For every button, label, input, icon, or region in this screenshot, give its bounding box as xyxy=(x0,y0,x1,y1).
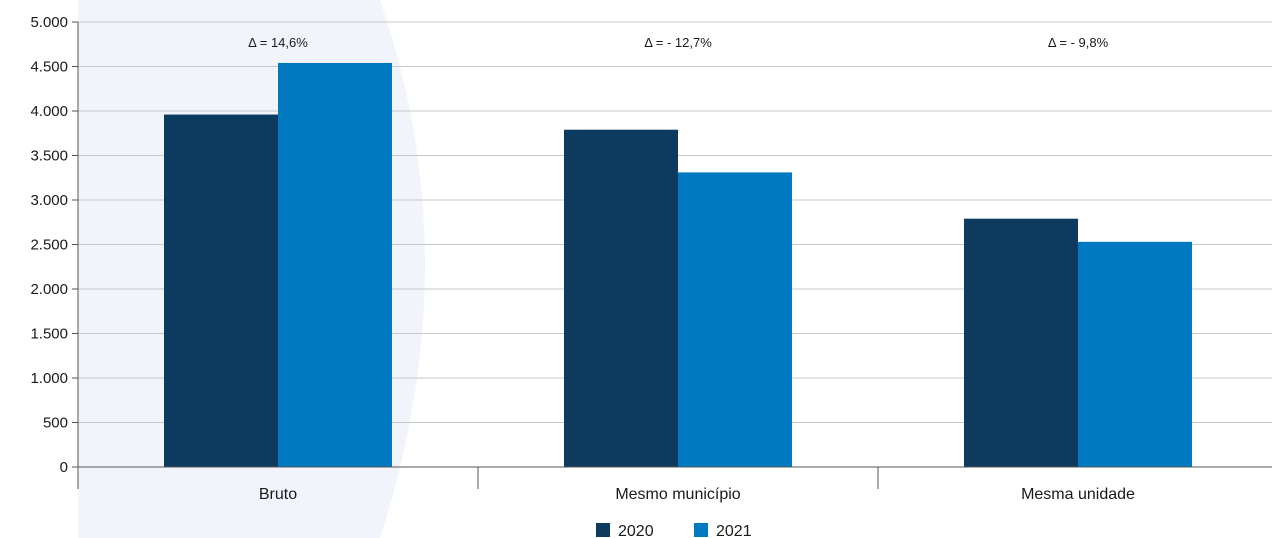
bar-2021 xyxy=(278,62,392,467)
y-tick-label: 3.000 xyxy=(30,192,68,209)
y-tick-label: 3.500 xyxy=(30,148,68,165)
bars xyxy=(164,62,1192,467)
y-tick-label: 5.000 xyxy=(30,14,68,31)
bar-2021 xyxy=(678,172,792,467)
bar-2020 xyxy=(564,129,678,467)
y-tick-label: 1.000 xyxy=(30,370,68,387)
y-tick-label: 0 xyxy=(60,459,68,476)
y-tick-label: 4.000 xyxy=(30,103,68,120)
x-tick-label: Mesmo município xyxy=(615,486,740,503)
bar-2020 xyxy=(964,218,1078,467)
y-axis: 0 500 1.000 1.500 2.000 2.500 3.000 3.500 4.000 4… xyxy=(30,14,78,476)
y-tick-label: 2.500 xyxy=(30,237,68,254)
legend: 2020 2021 xyxy=(596,523,752,538)
y-tick-label: 1.500 xyxy=(30,326,68,343)
x-axis xyxy=(77,22,1272,489)
delta-annotation: Δ = - 12,7% xyxy=(644,35,712,50)
legend-swatch-2020 xyxy=(596,523,610,537)
delta-annotation: Δ = 14,6% xyxy=(248,35,308,50)
y-tick-label: 4.500 xyxy=(30,59,68,76)
delta-annotation: Δ = - 9,8% xyxy=(1048,35,1109,50)
x-tick-label: Bruto xyxy=(259,486,297,503)
x-tick-label: Mesma unidade xyxy=(1021,486,1135,503)
legend-label: 2021 xyxy=(716,523,752,538)
category-labels: Bruto Mesmo município Mesma unidade xyxy=(259,486,1135,503)
y-tick-label: 2.000 xyxy=(30,281,68,298)
legend-label: 2020 xyxy=(618,523,654,538)
bar-2021 xyxy=(1078,241,1192,467)
legend-swatch-2021 xyxy=(694,523,708,537)
bar-2020 xyxy=(164,114,278,467)
annotations: Δ = 14,6% Δ = - 12,7% Δ = - 9,8% xyxy=(248,35,1108,50)
y-tick-label: 500 xyxy=(43,415,68,432)
